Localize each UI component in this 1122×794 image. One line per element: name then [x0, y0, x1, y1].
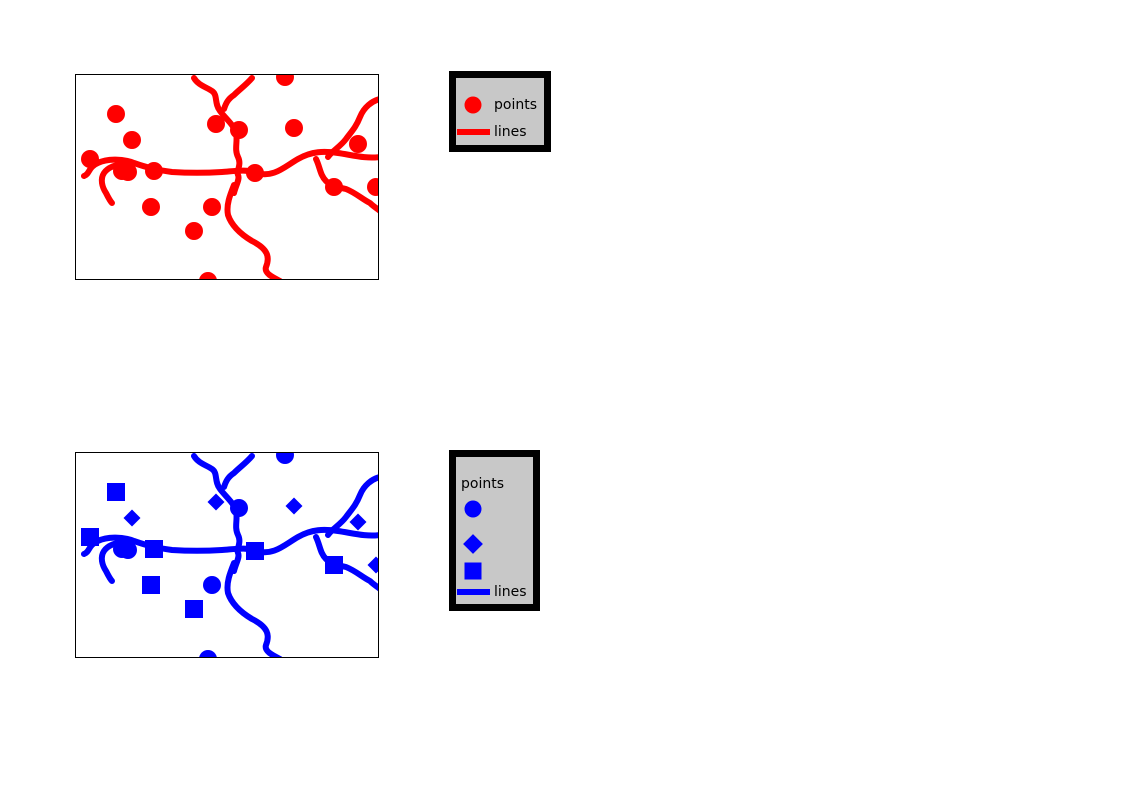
- map-point-12: [246, 542, 264, 560]
- map-point-8: [185, 600, 203, 618]
- legend-points-title: points: [461, 476, 504, 492]
- map-point-1: [107, 105, 125, 123]
- map-point-14: [285, 497, 303, 515]
- map-point-5: [119, 163, 137, 181]
- map-point-13: [276, 453, 294, 464]
- map-point-10: [207, 493, 225, 511]
- map-point-8: [185, 222, 203, 240]
- map-point-10: [207, 115, 225, 133]
- legend-bottom-symbols: [457, 500, 490, 595]
- map-point-17: [367, 556, 378, 574]
- map-line-6: [98, 160, 127, 206]
- legend-square-symbol: [464, 562, 482, 580]
- legend-top: points lines: [449, 71, 551, 152]
- map-line-3: [221, 75, 255, 112]
- legend-circle-symbol: [464, 500, 482, 518]
- map-point-11: [230, 499, 248, 517]
- map-point-6: [145, 540, 163, 558]
- legend-points-label: points: [494, 97, 537, 113]
- map-line-3: [221, 453, 255, 490]
- map-point-13: [276, 75, 294, 86]
- map-point-18: [199, 272, 217, 279]
- legend-point-symbol: [464, 96, 482, 114]
- map-top[interactable]: [75, 74, 379, 280]
- map-point-15: [349, 135, 367, 153]
- map-line-7: [313, 156, 378, 214]
- map-point-12: [246, 164, 264, 182]
- map-line-6: [98, 538, 127, 584]
- map-line-7: [313, 534, 378, 592]
- map-line-4: [325, 96, 378, 160]
- map-point-9: [203, 576, 221, 594]
- map-point-1: [107, 483, 125, 501]
- map-point-16: [325, 178, 343, 196]
- map-point-3: [81, 528, 99, 546]
- map-point-3: [81, 150, 99, 168]
- map-line-1: [81, 526, 378, 557]
- legend-bottom: points lines: [449, 450, 540, 611]
- map-point-7: [142, 576, 160, 594]
- map-line-1: [81, 148, 378, 179]
- map-line-5: [224, 182, 283, 279]
- map-point-2: [123, 131, 141, 149]
- map-point-11: [230, 121, 248, 139]
- map-line-4: [325, 474, 378, 538]
- map-point-15: [349, 513, 367, 531]
- map-point-14: [285, 119, 303, 137]
- map-point-9: [203, 198, 221, 216]
- map-point-16: [325, 556, 343, 574]
- legend-diamond-symbol: [463, 534, 483, 554]
- legend-top-symbols: [457, 96, 490, 135]
- map-point-5: [119, 541, 137, 559]
- map-point-17: [367, 178, 378, 196]
- map-line-5: [224, 560, 283, 657]
- legend-lines-label: lines: [494, 584, 527, 600]
- map-point-7: [142, 198, 160, 216]
- map-point-6: [145, 162, 163, 180]
- map-top-canvas: [81, 75, 378, 279]
- map-bottom[interactable]: [75, 452, 379, 658]
- legend-lines-label: lines: [494, 124, 527, 140]
- map-point-2: [123, 509, 141, 527]
- map-point-18: [199, 650, 217, 657]
- map-bottom-canvas: [81, 453, 378, 657]
